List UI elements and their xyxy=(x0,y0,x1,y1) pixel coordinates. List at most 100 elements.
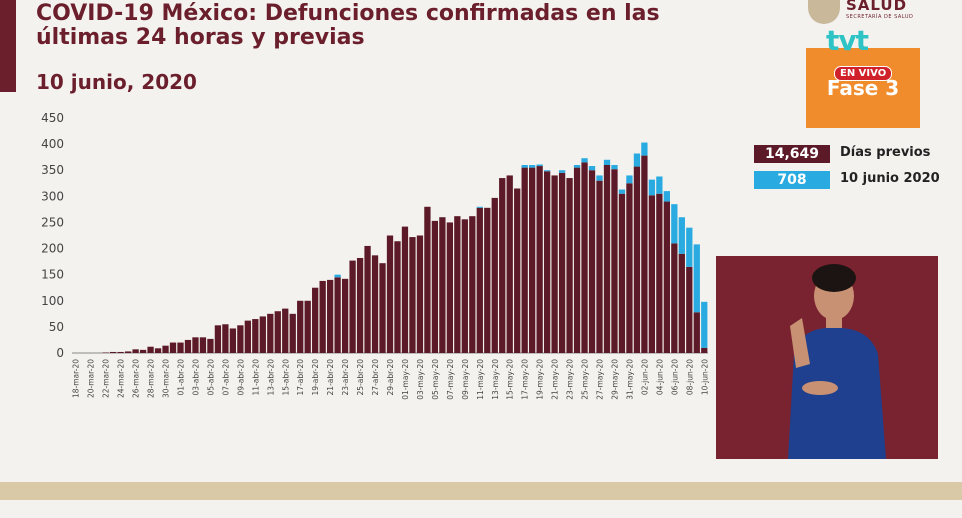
bar-previous-days xyxy=(626,183,633,353)
bar-previous-days xyxy=(491,197,498,353)
bar-previous-days xyxy=(686,266,693,353)
bar-today xyxy=(701,301,708,348)
bar-previous-days xyxy=(237,325,244,353)
y-tick-label: 450 xyxy=(41,111,64,125)
legend-prev-value: 14,649 xyxy=(754,145,830,163)
bar-previous-days xyxy=(394,241,401,353)
left-accent-bar xyxy=(0,0,16,92)
x-tick-label: 25-abr-20 xyxy=(356,359,365,396)
bar-previous-days xyxy=(484,207,491,353)
x-tick-label: 18-mar-20 xyxy=(72,359,81,398)
x-tick-label: 27-abr-20 xyxy=(371,359,380,396)
x-tick-label: 10-jun-20 xyxy=(700,359,709,395)
bar-previous-days xyxy=(297,300,304,353)
bar-previous-days xyxy=(521,167,528,353)
x-tick-label: 26-mar-20 xyxy=(132,359,141,398)
bar-previous-days xyxy=(469,216,476,353)
bar-previous-days xyxy=(102,352,109,353)
bar-previous-days xyxy=(214,325,222,353)
bar-today xyxy=(648,179,656,196)
x-tick-label: 02-jun-20 xyxy=(640,359,649,395)
bar-previous-days xyxy=(581,162,588,353)
bar-previous-days xyxy=(222,324,229,353)
y-tick-label: 200 xyxy=(41,242,64,256)
deaths-bar-chart: 0 50 100 150 200 250 300 350 400 450 18-mar-20 20-m… xyxy=(41,111,709,400)
y-tick-label: 100 xyxy=(41,294,64,308)
bar-previous-days xyxy=(648,195,656,353)
bar-previous-days xyxy=(274,311,281,353)
x-tick-label: 03-abr-20 xyxy=(191,359,200,396)
bar-previous-days xyxy=(446,222,454,353)
bar-today xyxy=(618,189,626,194)
bar-today xyxy=(671,204,678,244)
bar-previous-days xyxy=(334,277,341,353)
x-tick-label: 03-may-20 xyxy=(416,359,425,400)
bar-previous-days xyxy=(289,313,296,353)
bar-previous-days xyxy=(117,351,124,353)
bar-previous-days xyxy=(244,320,251,353)
x-tick-label: 21-may-20 xyxy=(551,359,560,400)
x-tick-label: 05-may-20 xyxy=(431,359,440,400)
bar-previous-days xyxy=(147,346,154,353)
bar-previous-days xyxy=(110,351,117,353)
x-tick-label: 22-mar-20 xyxy=(102,359,111,398)
bottom-band xyxy=(0,482,962,500)
interpreter-figure xyxy=(788,264,886,459)
bar-today xyxy=(581,158,588,163)
bar-previous-days xyxy=(364,245,371,353)
report-date: 10 junio, 2020 xyxy=(36,70,197,94)
bar-previous-days xyxy=(693,312,700,353)
phase-badge: Fase 3 xyxy=(806,48,920,128)
bar-previous-days xyxy=(259,316,266,353)
bar-previous-days xyxy=(499,178,506,353)
x-tick-label: 07-abr-20 xyxy=(221,359,230,396)
bar-previous-days xyxy=(199,337,207,353)
bar-previous-days xyxy=(701,347,708,353)
bar-previous-days xyxy=(641,155,648,353)
bar-previous-days xyxy=(341,278,349,353)
y-tick-label: 50 xyxy=(49,320,64,334)
x-tick-label: 28-mar-20 xyxy=(147,359,156,398)
x-tick-label: 23-may-20 xyxy=(566,359,575,400)
bar-today xyxy=(693,244,700,313)
bar-previous-days xyxy=(536,166,543,353)
bar-previous-days xyxy=(192,337,199,353)
x-tick-label: 09-may-20 xyxy=(461,359,470,400)
x-tick-label: 19-may-20 xyxy=(536,359,545,400)
chart-legend: 14,649 Días previos 708 10 junio 2020 xyxy=(754,144,954,196)
x-tick-label: 04-jun-20 xyxy=(655,359,664,395)
bar-previous-days xyxy=(611,169,618,353)
bar-previous-days xyxy=(401,226,409,353)
bar-previous-days xyxy=(424,206,431,353)
bar-previous-days xyxy=(514,188,521,353)
bar-today xyxy=(663,191,670,202)
salud-logo: SALUD SECRETARÍA DE SALUD xyxy=(804,0,934,24)
y-tick-label: 400 xyxy=(41,137,64,151)
x-tick-label: 13-abr-20 xyxy=(266,359,275,396)
bar-previous-days xyxy=(184,339,192,353)
y-tick-label: 0 xyxy=(56,346,64,360)
y-tick-label: 350 xyxy=(41,163,64,177)
bar-today xyxy=(558,170,566,173)
bar-today xyxy=(536,164,543,167)
bar-today xyxy=(626,175,633,184)
bar-today xyxy=(334,274,341,278)
bar-previous-days xyxy=(252,319,259,353)
bar-previous-days xyxy=(656,193,663,353)
eagle-seal-icon xyxy=(808,0,840,24)
bar-previous-days xyxy=(229,328,237,353)
x-tick-label: 15-abr-20 xyxy=(281,359,290,396)
x-tick-label: 11-may-20 xyxy=(476,359,485,400)
bar-previous-days xyxy=(506,175,513,353)
bar-today xyxy=(641,142,648,156)
bar-today xyxy=(573,165,581,168)
bar-previous-days xyxy=(132,349,139,353)
x-tick-label: 08-jun-20 xyxy=(685,359,694,395)
x-tick-label: 27-may-20 xyxy=(596,359,605,400)
x-tick-label: 20-mar-20 xyxy=(87,359,96,398)
legend-item-prev: 14,649 Días previos xyxy=(754,144,954,164)
bar-today xyxy=(603,159,611,165)
x-tick-label: 30-mar-20 xyxy=(162,359,171,398)
x-tick-label: 25-may-20 xyxy=(581,359,590,400)
bar-today xyxy=(588,166,596,171)
